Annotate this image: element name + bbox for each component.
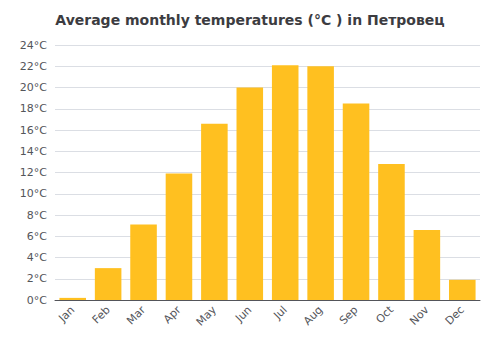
- svg-text:Sep: Sep: [337, 303, 361, 327]
- svg-text:Feb: Feb: [90, 303, 113, 326]
- svg-text:Jan: Jan: [55, 303, 77, 325]
- svg-text:Dec: Dec: [443, 303, 467, 327]
- svg-text:Aug: Aug: [301, 303, 325, 327]
- svg-text:Nov: Nov: [407, 303, 432, 328]
- svg-text:4°C: 4°C: [27, 251, 47, 264]
- svg-text:20°C: 20°C: [20, 81, 47, 94]
- svg-text:10°C: 10°C: [20, 187, 47, 200]
- svg-text:14°C: 14°C: [20, 145, 47, 158]
- svg-text:16°C: 16°C: [20, 124, 47, 137]
- svg-text:6°C: 6°C: [27, 230, 47, 243]
- svg-text:May: May: [194, 303, 220, 329]
- svg-text:Average monthly temperatures (: Average monthly temperatures (°C ) in Пе…: [55, 12, 444, 28]
- svg-text:8°C: 8°C: [27, 209, 47, 222]
- svg-text:0°C: 0°C: [27, 294, 47, 307]
- svg-text:Jun: Jun: [232, 303, 254, 325]
- svg-text:Apr: Apr: [161, 303, 184, 326]
- svg-text:18°C: 18°C: [20, 102, 47, 115]
- svg-text:24°C: 24°C: [20, 39, 47, 52]
- svg-text:Oct: Oct: [373, 303, 396, 326]
- svg-text:2°C: 2°C: [27, 272, 47, 285]
- svg-text:22°C: 22°C: [20, 60, 47, 73]
- svg-text:Jul: Jul: [271, 303, 290, 322]
- svg-text:12°C: 12°C: [20, 166, 47, 179]
- svg-text:Mar: Mar: [124, 303, 148, 327]
